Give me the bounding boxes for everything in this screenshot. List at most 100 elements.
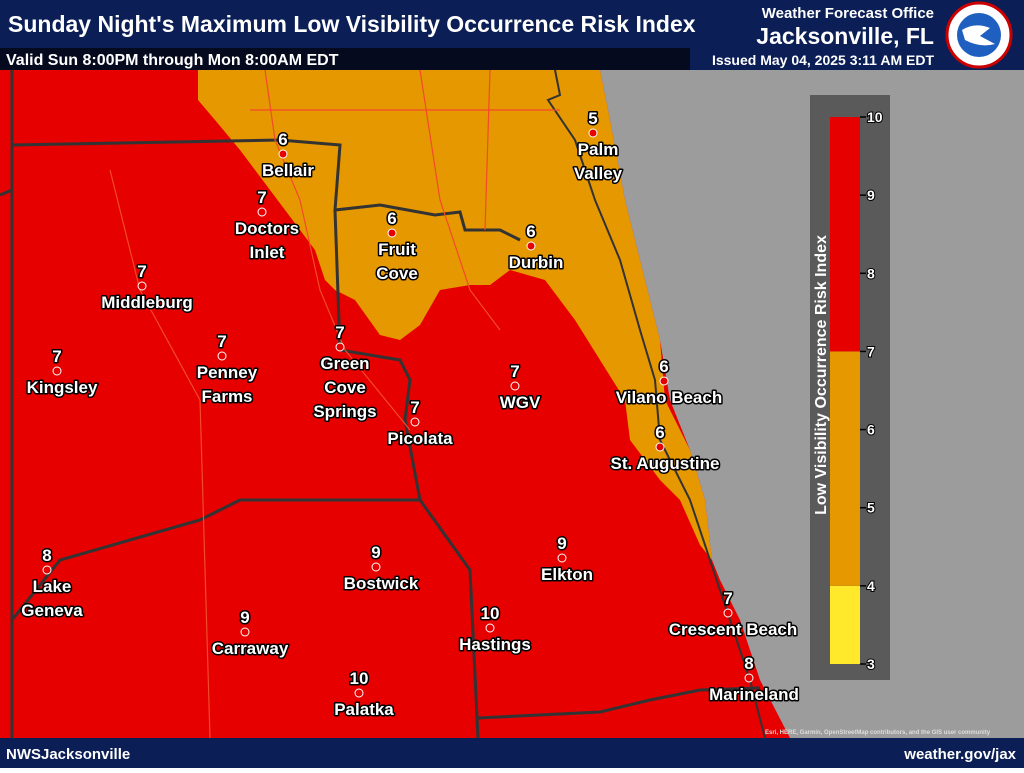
- city: 6 Fruit Cove: [375, 208, 420, 285]
- city-dot: [42, 565, 52, 575]
- city-name: Middleburg: [101, 293, 193, 312]
- city: 6 Bellair: [261, 129, 316, 182]
- city: 6 St. Augustine: [609, 422, 721, 475]
- city-dot: [137, 281, 147, 291]
- office: Weather Forecast Office: [762, 5, 934, 22]
- city-name: Green: [320, 354, 369, 373]
- city-value: 10: [350, 669, 369, 688]
- city-name: Valley: [574, 164, 623, 183]
- city: 10 Hastings: [458, 603, 533, 656]
- city-value: 10: [481, 604, 500, 623]
- city: 8 Marineland: [708, 653, 801, 706]
- city: 7 Picolata: [386, 397, 455, 450]
- legend-band: [830, 585, 860, 664]
- city-name: Inlet: [250, 243, 285, 262]
- city: 7 Kingsley: [25, 346, 99, 399]
- city-name: Penney: [197, 363, 258, 382]
- office-city: Jacksonville, FL: [756, 23, 934, 49]
- legend-band: [830, 351, 860, 586]
- legend-tick-label: 9: [867, 187, 875, 203]
- city-name: Vilano Beach: [616, 388, 722, 407]
- city-value: 7: [335, 323, 344, 342]
- city: 6 Durbin: [507, 221, 565, 274]
- city: 9 Bostwick: [342, 542, 420, 595]
- city: 9 Carraway: [210, 607, 290, 660]
- legend-title: Low Visibility Occurrence Risk Index: [813, 235, 830, 515]
- legend: 3 4 5 6 7 8 9 10: [830, 108, 884, 673]
- city-dot: [526, 241, 536, 251]
- road: [484, 69, 491, 231]
- city-name: Palatka: [334, 700, 394, 719]
- risk-area-orange: [198, 70, 712, 560]
- city-name: Doctors: [235, 219, 299, 238]
- footer-bar: [0, 738, 1024, 768]
- city-name: Crescent Beach: [669, 620, 798, 639]
- city-value: 7: [217, 332, 226, 351]
- city-name: Geneva: [21, 601, 83, 620]
- attribution: Esri, HERE, Garmin, OpenStreetMap contri…: [765, 730, 991, 736]
- city: 6 Vilano Beach: [614, 356, 723, 409]
- county-line: [477, 686, 761, 720]
- legend-tick-label: 10: [867, 109, 883, 125]
- city-name: Fruit: [378, 240, 416, 259]
- city-dot: [354, 688, 364, 698]
- legend-tick-label: 7: [867, 343, 875, 359]
- city-name: Springs: [313, 402, 376, 421]
- city-name: Lake: [33, 577, 72, 596]
- city: 10 Palatka: [333, 668, 396, 721]
- city-dot: [217, 351, 227, 361]
- city-value: 8: [42, 546, 51, 565]
- city-name: Bostwick: [344, 574, 419, 593]
- city-dot: [278, 149, 288, 159]
- city: 7 Crescent Beach: [667, 588, 799, 641]
- city-dot: [485, 623, 495, 633]
- city-name: Palm: [578, 140, 619, 159]
- city-dot: [659, 376, 669, 386]
- legend-tick-label: 8: [867, 265, 875, 281]
- city-value: 6: [659, 357, 668, 376]
- title: Sunday Night's Maximum Low Visibility Oc…: [8, 11, 696, 37]
- logo-cloud: [962, 25, 995, 46]
- city: 7 Penney Farms: [195, 331, 259, 408]
- city-dot: [655, 442, 665, 452]
- city-value: 6: [526, 222, 535, 241]
- county-line: [0, 70, 14, 738]
- city-value: 7: [410, 398, 419, 417]
- county-line: [10, 498, 420, 621]
- city-dot: [335, 342, 345, 352]
- city-name: Farms: [201, 387, 252, 406]
- legend-tick-label: 5: [867, 500, 875, 516]
- city: 7 Doctors Inlet: [233, 187, 300, 264]
- county-line: [333, 209, 480, 739]
- legend-tick-label: 6: [867, 422, 875, 438]
- legend-tick-label: 3: [867, 656, 875, 672]
- road: [419, 69, 501, 331]
- city-dot: [557, 553, 567, 563]
- road: [109, 169, 211, 739]
- cities: 6 Bellair 7 Doctors Inlet 7 Middleburg 6 Fruit Co…: [20, 108, 801, 721]
- city-value: 9: [240, 608, 249, 627]
- county-line: [11, 138, 521, 242]
- city: 7 Middleburg: [100, 261, 195, 314]
- city-dot: [371, 562, 381, 572]
- city-name: Picolata: [387, 429, 453, 448]
- city: 7 WGV: [498, 361, 542, 414]
- valid-bar: [0, 48, 690, 70]
- city-name: Carraway: [212, 639, 289, 658]
- city-name: Kingsley: [27, 378, 98, 397]
- city-name: Bellair: [262, 161, 314, 180]
- city-name: St. Augustine: [611, 454, 720, 473]
- footer-right: weather.gov/jax: [903, 746, 1016, 763]
- city: 8 Lake Geneva: [20, 545, 85, 622]
- city-dot: [257, 207, 267, 217]
- city-value: 7: [510, 362, 519, 381]
- city-value: 5: [588, 109, 597, 128]
- city-value: 6: [655, 423, 664, 442]
- city-dot: [744, 673, 754, 683]
- city-dot: [387, 228, 397, 238]
- city-dot: [52, 366, 62, 376]
- city-value: 9: [557, 534, 566, 553]
- city-value: 7: [723, 589, 732, 608]
- city-dot: [723, 608, 733, 618]
